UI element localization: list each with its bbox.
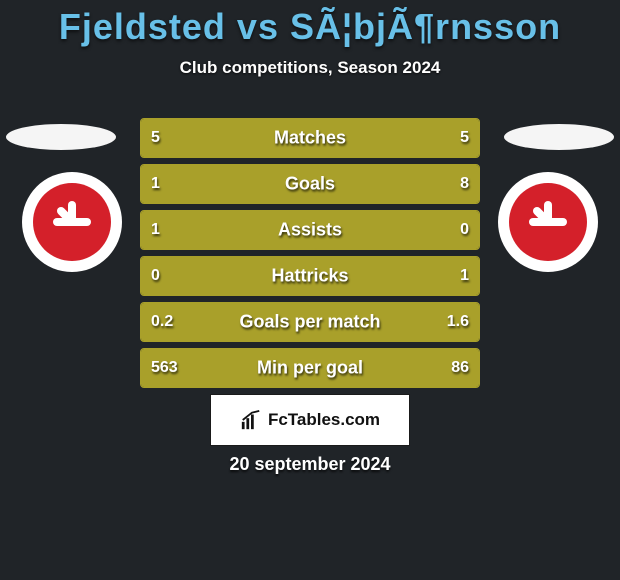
branding-text: FcTables.com [268, 410, 380, 430]
stat-bar-left [141, 349, 435, 387]
stats-comparison: 55Matches 18Goals 10Assists 01Hattricks 0.21… [140, 118, 480, 394]
stat-bar-left [141, 303, 178, 341]
player-right-ellipse [504, 124, 614, 150]
player-left-ellipse [6, 124, 116, 150]
stat-row: 56386Min per goal [140, 348, 480, 388]
stat-bar-left [141, 211, 479, 249]
stat-row: 01Hattricks [140, 256, 480, 296]
stat-bar-left [141, 119, 310, 157]
stat-bar-right [435, 349, 479, 387]
comparison-title: Fjeldsted vs SÃ¦bjÃ¶rnsson [0, 0, 620, 48]
stat-bar-right [178, 165, 479, 203]
comparison-subtitle: Club competitions, Season 2024 [0, 58, 620, 78]
stat-bar-right [310, 119, 479, 157]
stat-bar-right [178, 303, 479, 341]
comparison-date: 20 september 2024 [0, 454, 620, 475]
chart-icon [240, 409, 262, 431]
stat-row: 18Goals [140, 164, 480, 204]
stat-row: 55Matches [140, 118, 480, 158]
club-left-icon [47, 197, 97, 247]
stat-row: 10Assists [140, 210, 480, 250]
stat-bar-left [141, 165, 178, 203]
stat-bar-right [141, 257, 479, 295]
club-right-icon [523, 197, 573, 247]
branding-badge: FcTables.com [210, 394, 410, 446]
club-logo-left [22, 172, 122, 272]
club-logo-right [498, 172, 598, 272]
stat-row: 0.21.6Goals per match [140, 302, 480, 342]
